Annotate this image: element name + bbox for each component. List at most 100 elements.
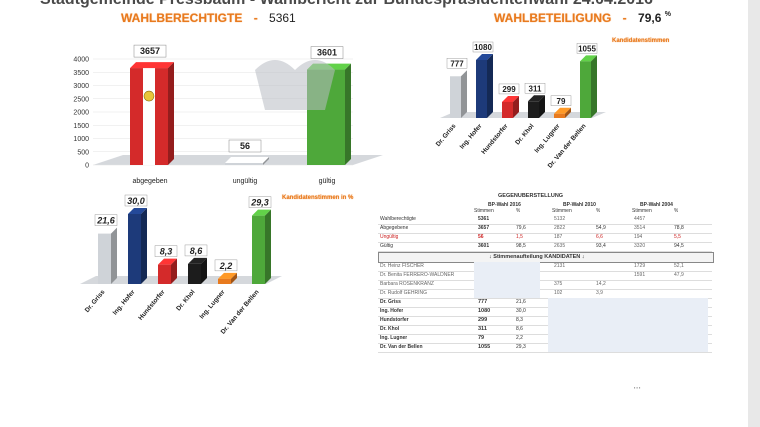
cell-votes-2016: 1055 [478, 344, 491, 350]
cell-votes-2004: 4457 [634, 216, 646, 222]
new-candidate-row: Dr. Van der Bellen 1055 29,3 [378, 343, 712, 353]
percent-value-box [94, 214, 118, 226]
cell-votes-2004: 1729 [634, 263, 646, 269]
row-label: Dr. Benita FERRERO-WALDNER [380, 272, 455, 278]
percent-bar-side [141, 208, 147, 284]
eligible-header: WAHLBERECHTIGTE - 5361 [121, 11, 296, 25]
cell-votes-2016: 1080 [478, 308, 491, 314]
turnout-value: 79,6 [638, 11, 662, 25]
cell-votes-2010: 2635 [554, 243, 566, 249]
row-label: Ing. Lugner [380, 335, 408, 341]
percent-value-box [248, 196, 272, 208]
cell-pct-2016: 8,6 [516, 326, 523, 332]
percent-bar-side [231, 272, 237, 284]
row-label: Hundstorfer [380, 317, 409, 323]
percent-category-label: Hundstorfer [137, 288, 167, 321]
percent-bar-side [265, 209, 271, 284]
new-candidate-row: Dr. Griss 777 21,6 [378, 298, 712, 308]
percent-value-label: 21,6 [96, 216, 116, 226]
cell-pct-2010: 93,4 [596, 243, 606, 249]
top-title-strip: Stadtgemeinde Pressbaum - Wahlbericht zu… [0, 0, 748, 10]
table-title: GEGENÜBERSTELLUNG [498, 193, 564, 199]
percent-value-label: 8,3 [160, 247, 173, 257]
candidates-band: ↓ Stimmenaufteilung KANDIDATEN ↓ [378, 252, 714, 263]
cell-pct-2016: 29,3 [516, 344, 526, 350]
cell-pct-2010: 6,6 [596, 234, 603, 240]
row-label: Barbara ROSENKRANZ [380, 281, 434, 287]
empty-cell-2016 [474, 271, 540, 280]
summary-category-label: abgegeben [132, 178, 167, 185]
eligible-sep: - [253, 11, 258, 25]
page-edge [748, 0, 760, 427]
new-candidate-row: Hundstorfer 299 8,3 [378, 316, 712, 326]
row-label: Ungültig [380, 234, 399, 240]
old-candidate-row: Dr. Rudolf GEHRING 102 3,9 [378, 289, 712, 299]
cell-pct-2004: 47,9 [674, 272, 684, 278]
votes-value-box [472, 41, 494, 53]
cell-votes-2010: 102 [554, 290, 563, 296]
votes-bar-side [591, 55, 597, 118]
cell-votes-2004: 3320 [634, 243, 646, 249]
candidate-votes-chart: 777 Dr. Griss 1080 Ing. Hofer 299 Hundstorfer… [435, 41, 606, 170]
row-label: Wahlberechtigte [380, 216, 416, 222]
summary-value-label: 3657 [140, 46, 160, 56]
summary-value-box [310, 46, 344, 59]
votes-category-label: Ing. Lugner [533, 122, 561, 154]
percent-bar [158, 264, 171, 284]
summary-value-box [133, 44, 167, 58]
cell-pct-2004: 5,5 [674, 234, 681, 240]
votes-bar-side [565, 107, 571, 118]
cell-pct-2004: 52,1 [674, 263, 684, 269]
coat-of-arms-icon [143, 90, 155, 102]
footer-note: ▪ ▪ ▪ [634, 385, 641, 390]
row-label: Dr. Khol [380, 326, 400, 332]
cell-votes-2010: 2131 [554, 263, 566, 269]
votes-value-label: 299 [502, 85, 516, 94]
percent-category-label: Ing. Hofer [112, 288, 137, 316]
votes-bar [502, 101, 513, 118]
col-group-2010: BP-Wahl 2010 [563, 202, 596, 208]
cell-votes-2004: 194 [634, 234, 643, 240]
percent-bar-side [171, 258, 177, 284]
cell-pct-2016: 1,5 [516, 234, 523, 240]
votes-bar-side [461, 70, 467, 118]
summary-category-label: gültig [319, 178, 336, 185]
col-sub-votes-2010: Stimmen [552, 208, 572, 214]
summary-bar-top [225, 157, 269, 163]
percent-bar [218, 278, 231, 284]
percent-bar-top [218, 272, 237, 279]
percent-bar [252, 215, 265, 284]
col-sub-pct-2016: % [516, 208, 521, 214]
votes-bar [476, 60, 487, 118]
turnout-header: WAHLBETEILIGUNG - 79,6 % [494, 11, 671, 25]
votes-bar [554, 113, 565, 118]
summary-ytick-label: 1500 [73, 123, 89, 130]
empty-cell-prior-years [548, 334, 708, 343]
summary-ytick-label: 1000 [73, 136, 89, 143]
votes-value-label: 777 [450, 59, 464, 68]
table-group-header: BP-Wahl 2016 BP-Wahl 2010 BP-Wahl 2004 [378, 201, 712, 210]
candidate-percent-chart: 21,6 Dr. Griss 30,0 Ing. Hofer 8,3 Hundstorfe… [80, 194, 282, 336]
cell-pct-2010: 14,2 [596, 281, 606, 287]
eligible-value: 5361 [269, 11, 296, 25]
votes-bar-side [487, 54, 493, 118]
percent-bar-side [111, 227, 117, 284]
votes-bar-top [502, 95, 519, 102]
percent-category-label: Ing. Lugner [198, 288, 226, 320]
votes-bar [580, 61, 591, 118]
turnout-label: WAHLBETEILIGUNG [494, 11, 612, 25]
summary-row: Ungültig 56 1,5 187 6,6 194 5,5 [378, 233, 712, 243]
col-sub-votes-2004: Stimmen [632, 208, 652, 214]
summary-flag-stripe [143, 68, 155, 165]
percent-bar [188, 263, 201, 284]
percent-value-label: 8,6 [190, 246, 204, 256]
percent-bar-top [188, 257, 207, 264]
cell-votes-2016: 56 [478, 234, 484, 240]
col-sub-votes-2016: Stimmen [474, 208, 494, 214]
cell-votes-2010: 375 [554, 281, 563, 287]
empty-cell-prior-years [548, 307, 708, 316]
cell-votes-2016: 777 [478, 299, 488, 305]
percent-category-label: Dr. Khol [175, 289, 197, 313]
old-candidate-row: Dr. Heinz FISCHER 2131 1729 52,1 [378, 262, 712, 272]
